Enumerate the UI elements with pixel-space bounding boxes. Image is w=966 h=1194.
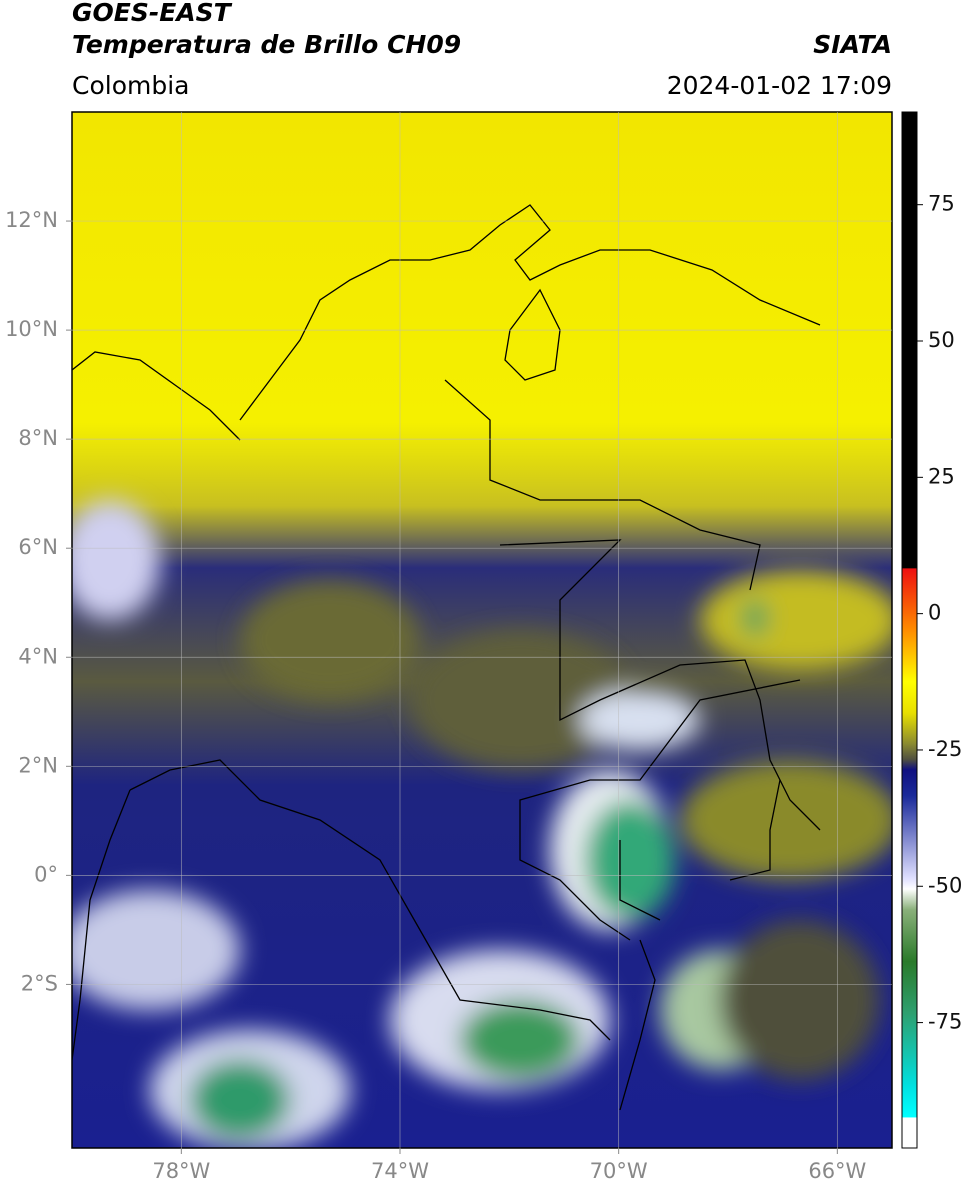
y-tick-label: 2°S [21, 971, 58, 995]
colorbar-tick-label: 25 [928, 464, 955, 488]
region: Colombia [72, 71, 189, 100]
y-tick-label: 4°N [18, 644, 58, 668]
y-tick-label: 8°N [18, 426, 58, 450]
colorbar-tick-label: 50 [928, 328, 955, 352]
x-tick-label: 70°W [590, 1159, 648, 1183]
y-tick-label: 10°N [5, 317, 58, 341]
x-tick-label: 74°W [371, 1159, 429, 1183]
colorbar-tick-label: 0 [928, 601, 941, 625]
colorbar [901, 111, 918, 1149]
title: GOES-EAST [72, 0, 233, 27]
x-tick-label: 78°W [152, 1159, 210, 1183]
source: SIATA [813, 30, 892, 59]
x-tick-label: 66°W [808, 1159, 866, 1183]
map-frame [71, 111, 893, 1149]
y-tick-label: 0° [34, 862, 58, 886]
colorbar-tick-label: -50 [928, 873, 962, 897]
datetime: 2024-01-02 17:09 [667, 71, 892, 100]
colorbar-tick-label: -25 [928, 737, 962, 761]
satellite-image [72, 112, 892, 1148]
colorbar-tick-label: 75 [928, 192, 955, 216]
y-tick-label: 6°N [18, 535, 58, 559]
y-tick-label: 12°N [5, 208, 58, 232]
colorbar-tick-label: -75 [928, 1010, 962, 1034]
subtitle: Temperatura de Brillo CH09 [72, 30, 461, 59]
y-tick-label: 2°N [18, 753, 58, 777]
